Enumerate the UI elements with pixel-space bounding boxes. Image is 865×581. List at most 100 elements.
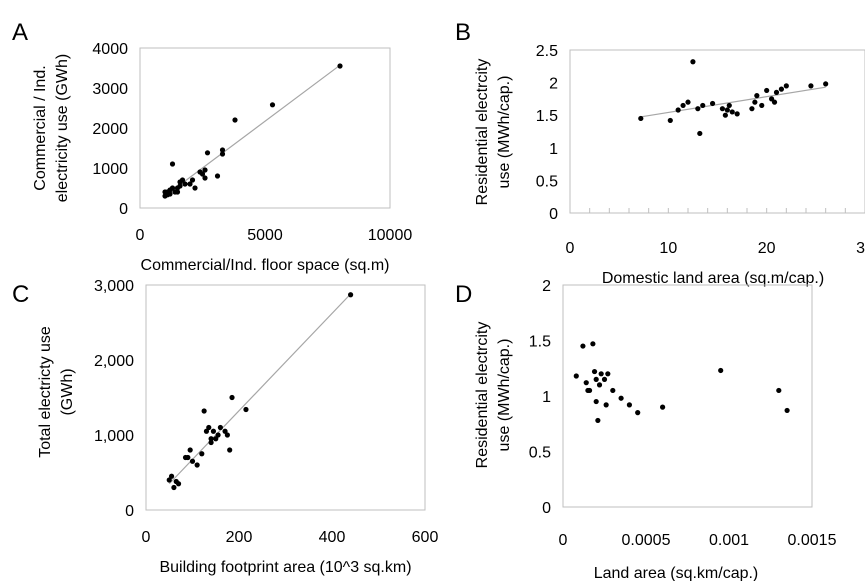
data-point bbox=[215, 432, 221, 438]
data-point bbox=[210, 428, 217, 434]
data-point bbox=[603, 402, 609, 408]
data-point bbox=[585, 387, 591, 394]
data-point bbox=[773, 89, 780, 95]
data-point bbox=[722, 112, 728, 118]
data-point bbox=[590, 341, 596, 347]
trendline bbox=[638, 86, 826, 118]
y-axis-label: Total electricty use (GWh) bbox=[37, 326, 76, 458]
data-point bbox=[197, 169, 203, 175]
data-point bbox=[726, 102, 732, 109]
data-point bbox=[626, 402, 633, 408]
trendline bbox=[164, 64, 341, 197]
panel-d: D 0 0.5 1 1.5 2 0 0.0005 0.001 0.0015 Land area (s… bbox=[455, 278, 837, 581]
x-tick-label: 0.0005 bbox=[622, 532, 671, 549]
panel-letter-d: D bbox=[455, 281, 472, 308]
y-axis-label-line: Total electricty use bbox=[37, 326, 54, 458]
data-point bbox=[734, 111, 740, 117]
panel-letter-b: B bbox=[455, 19, 471, 46]
data-point bbox=[583, 380, 589, 386]
y-tick-label: 0 bbox=[119, 201, 128, 218]
data-point bbox=[199, 451, 205, 457]
data-point bbox=[784, 407, 790, 414]
data-point bbox=[660, 404, 666, 410]
data-point bbox=[593, 376, 599, 382]
data-point bbox=[680, 102, 686, 109]
data-point bbox=[695, 106, 701, 112]
y-tick-label: 0 bbox=[549, 206, 558, 223]
y-axis-label-line: Commercial / Ind. bbox=[32, 65, 49, 190]
y-tick-label: 3000 bbox=[92, 81, 128, 98]
data-point bbox=[187, 181, 193, 187]
data-point bbox=[754, 93, 760, 99]
data-point bbox=[227, 447, 233, 453]
data-point bbox=[685, 99, 691, 105]
data-point bbox=[610, 387, 616, 394]
y-axis-label-line: (GWh) bbox=[59, 368, 76, 415]
data-point bbox=[164, 192, 171, 198]
data-point bbox=[166, 477, 172, 483]
y-tick-label: 1.5 bbox=[529, 334, 551, 351]
x-tick-label: 0 bbox=[136, 227, 145, 244]
data-point bbox=[208, 436, 214, 442]
data-point bbox=[229, 394, 235, 401]
data-point bbox=[169, 161, 176, 167]
y-axis-label-line: use (MWh/cap.) bbox=[496, 339, 513, 452]
data-point bbox=[168, 473, 175, 479]
data-point bbox=[573, 373, 579, 379]
data-point bbox=[243, 406, 249, 413]
x-tick-label: 30 bbox=[856, 240, 865, 257]
data-point bbox=[635, 410, 641, 416]
y-axis-label: Residential electrcity use (MWh/cap.) bbox=[474, 322, 513, 469]
data-point bbox=[729, 109, 735, 115]
panel-letter-a: A bbox=[12, 19, 28, 46]
data-point bbox=[203, 428, 210, 434]
data-point bbox=[201, 408, 207, 414]
data-point bbox=[580, 343, 586, 349]
x-axis-label: Land area (sq.km/cap.) bbox=[594, 565, 759, 581]
data-point bbox=[224, 432, 230, 438]
y-axis-label-line: electricity use (GWh) bbox=[54, 54, 71, 202]
y-tick-label: 0.5 bbox=[536, 173, 558, 190]
data-point bbox=[808, 83, 814, 89]
data-point bbox=[189, 458, 196, 464]
y-tick-label: 0 bbox=[542, 500, 551, 517]
plot-area bbox=[562, 284, 813, 508]
data-point bbox=[700, 102, 706, 109]
x-tick-label: 0.001 bbox=[709, 532, 749, 549]
data-point bbox=[187, 447, 193, 453]
data-point bbox=[778, 86, 785, 92]
data-point bbox=[638, 115, 644, 122]
y-tick-label: 2 bbox=[549, 76, 558, 93]
data-point bbox=[598, 371, 604, 377]
data-point bbox=[213, 436, 219, 442]
data-point bbox=[232, 117, 238, 123]
data-point bbox=[596, 382, 603, 388]
data-point bbox=[219, 147, 226, 153]
y-tick-label: 1 bbox=[549, 141, 558, 158]
x-axis-label: Domestic land area (sq.m/cap.) bbox=[602, 270, 824, 287]
data-point bbox=[337, 63, 343, 69]
data-point bbox=[776, 387, 782, 394]
data-point bbox=[189, 177, 196, 183]
data-point bbox=[182, 454, 189, 461]
data-point bbox=[724, 107, 730, 113]
data-point bbox=[595, 417, 601, 424]
data-point bbox=[222, 428, 228, 434]
x-tick-label: 20 bbox=[758, 240, 776, 257]
data-point bbox=[667, 117, 673, 124]
y-axis-label: Residential electrcity use (MWh/cap.) bbox=[474, 59, 513, 206]
data-point bbox=[591, 368, 598, 375]
x-tick-label: 10000 bbox=[368, 227, 413, 244]
y-tick-label: 1 bbox=[542, 389, 551, 406]
x-tick-label: 0 bbox=[566, 240, 575, 257]
data-point bbox=[783, 83, 789, 89]
x-tick-label: 200 bbox=[226, 529, 253, 546]
y-tick-label: 0.5 bbox=[529, 445, 551, 462]
plot-area bbox=[569, 49, 865, 214]
data-point bbox=[217, 424, 223, 431]
data-point bbox=[202, 175, 208, 181]
y-tick-label: 0 bbox=[125, 503, 134, 520]
data-point bbox=[194, 462, 200, 468]
data-point bbox=[618, 395, 624, 401]
